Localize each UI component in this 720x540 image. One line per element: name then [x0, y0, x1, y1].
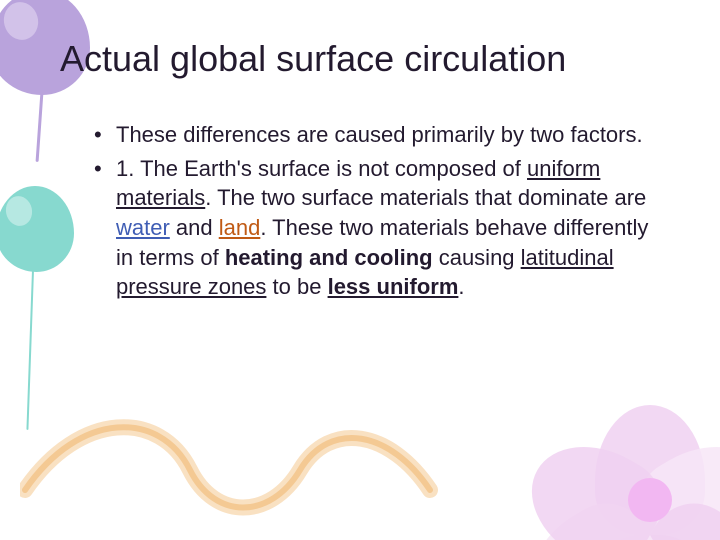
b2-land: land [219, 215, 261, 240]
b2-end: . [458, 274, 464, 299]
slide-title: Actual global surface circulation [60, 38, 680, 80]
bullet-1: These differences are caused primarily b… [90, 120, 650, 150]
ribbon-swirl-icon [20, 370, 440, 530]
b2-m2: and [170, 215, 219, 240]
b2-heat: heating and cooling [225, 245, 433, 270]
b2-m5: to be [266, 274, 327, 299]
b2-m1: . The two surface materials that dominat… [205, 185, 646, 210]
slide: Actual global surface circulation These … [0, 0, 720, 540]
b2-prefix: 1. The Earth's surface is not composed o… [116, 156, 527, 181]
b2-water: water [116, 215, 170, 240]
flower-pink-icon [540, 360, 720, 540]
bullet-1-text: These differences are caused primarily b… [116, 122, 643, 147]
slide-body: These differences are caused primarily b… [90, 120, 650, 306]
b2-m4: causing [433, 245, 521, 270]
b2-less: less uniform [328, 274, 459, 299]
bullet-2: 1. The Earth's surface is not composed o… [90, 154, 650, 302]
balloon-cyan-icon [0, 180, 100, 440]
